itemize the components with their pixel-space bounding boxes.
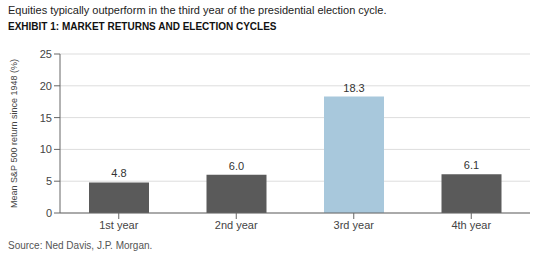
svg-text:10: 10 <box>40 143 52 155</box>
svg-text:4.8: 4.8 <box>111 167 126 179</box>
html-text:EXHIBIT 1: MARKET RETURNS AND: EXHIBIT 1: MARKET RETURNS AND ELECTION C… <box>8 21 277 32</box>
svg-text:6.1: 6.1 <box>464 159 479 171</box>
svg-text:2nd year: 2nd year <box>215 219 258 231</box>
svg-text:15: 15 <box>40 112 52 124</box>
html-text:Equities typically outperform: Equities typically outperform in the thi… <box>8 4 387 16</box>
svg-text:6.0: 6.0 <box>229 160 244 172</box>
svg-text:3rd year: 3rd year <box>334 219 375 231</box>
svg-text:4th year: 4th year <box>451 219 491 231</box>
html-text:Source: Ned Davis, J.P. Morgan: Source: Ned Davis, J.P. Morgan. <box>8 240 153 251</box>
svg-text:5: 5 <box>46 175 52 187</box>
svg-text:25: 25 <box>40 48 52 60</box>
svg-text:20: 20 <box>40 80 52 92</box>
svg-text:0: 0 <box>46 207 52 219</box>
svg-text:1st year: 1st year <box>99 219 138 231</box>
svg-text:Mean S&P 500 return since 1948: Mean S&P 500 return since 1948 (%) <box>9 59 19 208</box>
svg-text:18.3: 18.3 <box>343 82 364 94</box>
